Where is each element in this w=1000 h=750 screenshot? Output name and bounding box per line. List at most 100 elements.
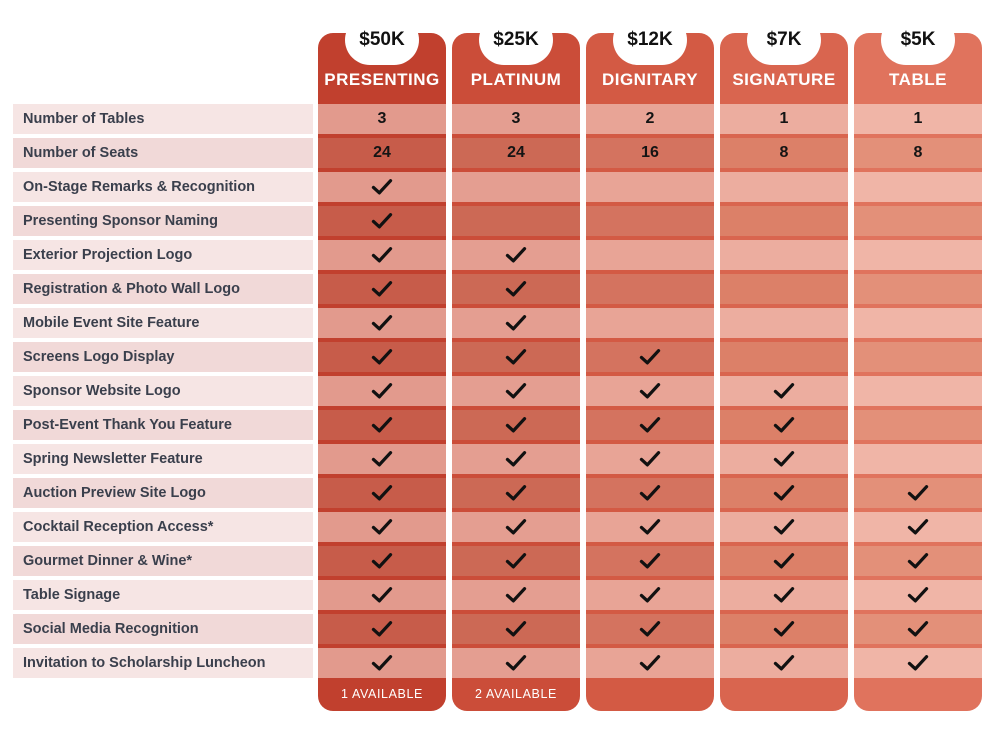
feature-cell <box>854 240 982 270</box>
check-icon <box>639 553 661 569</box>
feature-cell: 1 <box>854 104 982 134</box>
feature-cell <box>854 478 982 508</box>
feature-cell <box>452 172 580 202</box>
feature-cell <box>586 240 714 270</box>
feature-value: 3 <box>377 110 387 127</box>
feature-cell: 24 <box>452 138 580 168</box>
check-icon <box>639 621 661 637</box>
feature-cell <box>720 172 848 202</box>
feature-cell: 3 <box>452 104 580 134</box>
feature-label: Sponsor Website Logo <box>13 376 313 406</box>
tier-price-signature: $7K <box>747 15 821 65</box>
check-icon <box>773 519 795 535</box>
check-icon <box>639 451 661 467</box>
feature-cell: 8 <box>720 138 848 168</box>
feature-label: Post-Event Thank You Feature <box>13 410 313 440</box>
check-icon <box>773 587 795 603</box>
feature-cell <box>720 240 848 270</box>
check-icon <box>639 349 661 365</box>
feature-cell <box>586 410 714 440</box>
feature-cell <box>586 274 714 304</box>
feature-value: 1 <box>779 110 789 127</box>
tier-price-table: $5K <box>881 15 955 65</box>
check-icon <box>505 553 527 569</box>
check-icon <box>371 383 393 399</box>
feature-cell <box>720 444 848 474</box>
check-icon <box>371 315 393 331</box>
check-icon <box>505 587 527 603</box>
feature-value: 1 <box>913 110 923 127</box>
check-icon <box>773 417 795 433</box>
check-icon <box>505 315 527 331</box>
check-icon <box>371 621 393 637</box>
feature-label: Social Media Recognition <box>13 614 313 644</box>
feature-cell <box>720 376 848 406</box>
feature-cell <box>452 206 580 236</box>
check-icon <box>639 587 661 603</box>
check-icon <box>505 417 527 433</box>
feature-label: Invitation to Scholarship Luncheon <box>13 648 313 678</box>
feature-value: 8 <box>779 144 789 161</box>
feature-cell <box>854 410 982 440</box>
feature-cell <box>452 580 580 610</box>
check-icon <box>639 655 661 671</box>
tier-name-presenting: PRESENTING <box>324 70 440 89</box>
feature-cell <box>586 206 714 236</box>
feature-cell <box>854 206 982 236</box>
feature-cell: 24 <box>318 138 446 168</box>
feature-cell <box>452 444 580 474</box>
check-icon <box>371 655 393 671</box>
check-icon <box>371 485 393 501</box>
check-icon <box>371 213 393 229</box>
feature-value: 2 <box>645 110 655 127</box>
check-icon <box>907 655 929 671</box>
feature-cell <box>452 478 580 508</box>
feature-cell <box>318 512 446 542</box>
feature-value: 16 <box>641 144 659 161</box>
feature-cell <box>318 478 446 508</box>
feature-cell <box>452 410 580 440</box>
feature-cell <box>452 648 580 678</box>
check-icon <box>371 417 393 433</box>
feature-cell <box>854 648 982 678</box>
feature-cell <box>720 342 848 372</box>
feature-cell <box>854 172 982 202</box>
check-icon <box>907 485 929 501</box>
feature-label: Registration & Photo Wall Logo <box>13 274 313 304</box>
check-icon <box>371 247 393 263</box>
feature-cell <box>586 614 714 644</box>
feature-cell: 3 <box>318 104 446 134</box>
feature-cell <box>586 580 714 610</box>
check-icon <box>505 621 527 637</box>
check-icon <box>773 655 795 671</box>
tier-price-presenting: $50K <box>345 15 419 65</box>
feature-cell: 8 <box>854 138 982 168</box>
feature-cell <box>452 308 580 338</box>
feature-label: On-Stage Remarks & Recognition <box>13 172 313 202</box>
feature-cell <box>854 614 982 644</box>
check-icon <box>639 383 661 399</box>
feature-cell <box>318 206 446 236</box>
feature-cell <box>720 546 848 576</box>
tier-name-signature: SIGNATURE <box>732 70 836 89</box>
feature-cell: 16 <box>586 138 714 168</box>
feature-cell <box>854 444 982 474</box>
feature-label: Table Signage <box>13 580 313 610</box>
feature-cell <box>586 648 714 678</box>
feature-cell: 2 <box>586 104 714 134</box>
check-icon <box>505 281 527 297</box>
feature-cell <box>854 342 982 372</box>
feature-value: 24 <box>507 144 525 161</box>
feature-cell <box>720 512 848 542</box>
feature-label: Gourmet Dinner & Wine* <box>13 546 313 576</box>
feature-value: 8 <box>913 144 923 161</box>
feature-cell <box>720 410 848 440</box>
feature-cell <box>854 308 982 338</box>
feature-cell <box>318 376 446 406</box>
feature-label: Exterior Projection Logo <box>13 240 313 270</box>
feature-value: 24 <box>373 144 391 161</box>
check-icon <box>773 485 795 501</box>
feature-cell <box>720 478 848 508</box>
tier-name-dignitary: DIGNITARY <box>601 70 699 89</box>
feature-cell <box>318 308 446 338</box>
